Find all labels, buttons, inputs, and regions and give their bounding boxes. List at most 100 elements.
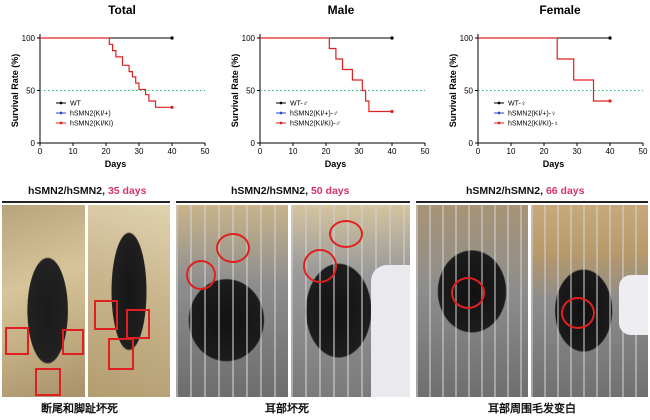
ear-highlight [186, 260, 216, 290]
divider-group-2 [176, 201, 410, 203]
x-tick-label: 30 [355, 147, 364, 156]
y-tick-label: 0 [251, 139, 256, 148]
x-tick-label: 40 [168, 147, 177, 156]
legend-label: hSMN2(KI/KI)-♀ [508, 121, 559, 128]
caption-genotype: hSMN2/hSMN2, [28, 185, 108, 197]
legend-swatch-marker [279, 101, 283, 105]
divider-group-1 [2, 201, 170, 203]
necrosis-highlight [108, 338, 134, 370]
x-axis-label: Days [543, 159, 565, 169]
caption-days: 66 days [545, 185, 585, 197]
y-tick-label: 100 [460, 34, 474, 43]
series-end-marker-2 [608, 99, 612, 103]
mouse-photo-66d-b [531, 205, 648, 397]
legend-swatch-marker [59, 111, 63, 115]
caption-group-1: hSMN2/hSMN2, 35 days [28, 185, 146, 197]
legend-swatch-marker [279, 111, 283, 115]
necrosis-highlight [62, 329, 84, 355]
necrosis-highlight [126, 309, 150, 339]
ear-highlight [329, 220, 363, 248]
legend-label: hSMN2(KI/KI)-♂ [290, 121, 341, 128]
y-axis-label: Survival Rate (%) [230, 54, 240, 128]
mouse-photo-35d-a [2, 205, 85, 397]
series-end-marker-0 [170, 36, 174, 40]
y-axis-label: Survival Rate (%) [448, 54, 458, 128]
caption-days: 35 days [107, 185, 147, 197]
x-tick-label: 0 [38, 147, 43, 156]
y-axis-label: Survival Rate (%) [10, 54, 20, 128]
chart-title: Female [539, 3, 581, 17]
series-end-marker-2 [170, 105, 174, 109]
legend-swatch-marker [59, 101, 63, 105]
legend-swatch-marker [59, 121, 63, 125]
phenotype-label-fur: 耳部周围毛发变白 [488, 402, 576, 415]
series-line-2 [260, 37, 392, 113]
caption-genotype: hSMN2/hSMN2, [466, 185, 546, 197]
x-tick-label: 50 [639, 147, 648, 156]
chart-female: Female 0 50 100 0 10 20 30 40 50 Days Survival Rate… [448, 3, 648, 169]
legend-label: hSMN2(KI/+)-♂ [290, 111, 338, 118]
y-tick-label: 0 [31, 139, 36, 148]
legend-label: hSMN2(KI/+) [70, 111, 111, 118]
chart-male: Male 0 50 100 0 10 20 30 40 50 Days Survival Rate (… [230, 3, 430, 169]
series-line-2 [478, 37, 610, 102]
series-end-marker-0 [390, 36, 394, 40]
legend-label: hSMN2(KI/KI) [70, 121, 113, 128]
ear-highlight [303, 249, 337, 283]
x-tick-label: 10 [69, 147, 78, 156]
divider-group-3 [416, 201, 648, 203]
caption-days: 50 days [310, 185, 350, 197]
necrosis-highlight [35, 368, 61, 396]
x-tick-label: 0 [476, 147, 481, 156]
chart-title: Total [108, 3, 136, 17]
x-tick-label: 10 [289, 147, 298, 156]
x-tick-label: 30 [573, 147, 582, 156]
chart-total: Total 0 50 100 0 10 20 30 40 50 Days Survival Rate … [10, 3, 210, 169]
phenotype-label-tail-toe: 断尾和脚趾坏死 [41, 402, 118, 415]
x-tick-label: 30 [135, 147, 144, 156]
phenotype-label-ear: 耳部坏死 [265, 402, 309, 415]
x-tick-label: 20 [102, 147, 111, 156]
x-axis-label: Days [105, 159, 127, 169]
necrosis-highlight [5, 327, 29, 355]
x-axis-label: Days [325, 159, 347, 169]
fur-highlight [451, 277, 485, 309]
y-tick-label: 50 [246, 87, 255, 96]
x-tick-label: 0 [258, 147, 263, 156]
y-tick-label: 100 [242, 34, 256, 43]
series-end-marker-0 [608, 36, 612, 40]
legend-swatch-marker [279, 121, 283, 125]
legend-swatch-marker [497, 101, 501, 105]
series-end-marker-2 [390, 109, 394, 114]
x-tick-label: 50 [421, 147, 430, 156]
ear-highlight [216, 233, 250, 263]
legend-label: WT [70, 101, 82, 108]
mouse-photo-66d-a [416, 205, 528, 397]
chart-title: Male [328, 3, 355, 17]
y-tick-label: 50 [26, 87, 35, 96]
fur-highlight [561, 297, 595, 329]
y-tick-label: 0 [469, 139, 474, 148]
x-tick-label: 10 [507, 147, 516, 156]
caption-group-3: hSMN2/hSMN2, 66 days [466, 185, 584, 197]
legend-label: hSMN2(KI/+)-♀ [508, 111, 556, 118]
x-tick-label: 20 [322, 147, 331, 156]
mouse-photo-50d-b [291, 205, 410, 397]
mouse-photo-35d-b [88, 205, 170, 397]
legend-swatch-marker [497, 111, 501, 115]
y-tick-label: 100 [22, 34, 36, 43]
x-tick-label: 40 [606, 147, 615, 156]
mouse-photo-50d-a [176, 205, 288, 397]
series-line-2 [40, 37, 172, 108]
legend-label: WT-♂ [290, 101, 308, 108]
x-tick-label: 50 [201, 147, 210, 156]
legend-label: WT-♀ [508, 101, 526, 108]
caption-genotype: hSMN2/hSMN2, [231, 185, 311, 197]
y-tick-label: 50 [464, 87, 473, 96]
caption-group-2: hSMN2/hSMN2, 50 days [231, 185, 349, 197]
x-tick-label: 40 [388, 147, 397, 156]
x-tick-label: 20 [540, 147, 549, 156]
legend-swatch-marker [497, 121, 501, 125]
necrosis-highlight [94, 300, 118, 330]
